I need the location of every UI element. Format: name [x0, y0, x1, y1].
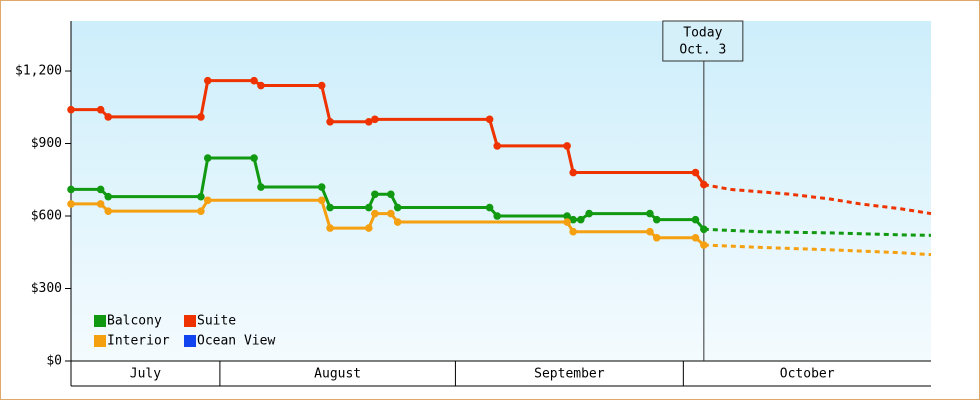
x-tick-label: September — [534, 367, 605, 382]
point — [96, 200, 105, 208]
point — [585, 209, 593, 218]
forecast-line — [703, 243, 932, 257]
legend-swatch — [94, 315, 106, 327]
point — [576, 215, 585, 224]
point — [563, 218, 571, 226]
point — [646, 209, 654, 218]
point — [387, 190, 395, 199]
point — [96, 185, 105, 194]
legend-label: Balcony — [107, 314, 162, 329]
point — [104, 207, 113, 215]
x-tick-label: July — [130, 367, 161, 382]
y-tick-label: $900 — [31, 136, 62, 151]
y-tick-label: $300 — [31, 281, 62, 296]
point — [250, 154, 258, 162]
point — [371, 209, 379, 218]
point — [257, 183, 265, 191]
point — [652, 215, 661, 224]
point — [393, 203, 402, 212]
point — [326, 224, 334, 232]
today-label: Today — [683, 26, 722, 41]
point — [646, 227, 654, 236]
point — [326, 203, 334, 212]
point — [569, 215, 577, 224]
y-tick-label: $600 — [31, 209, 62, 224]
point — [250, 76, 258, 85]
point — [365, 117, 373, 126]
plot-area — [71, 21, 931, 361]
point — [203, 196, 212, 205]
point — [104, 192, 113, 201]
point — [563, 212, 571, 220]
point — [569, 168, 577, 177]
point — [691, 168, 700, 177]
x-tick-label: October — [780, 367, 835, 382]
point — [371, 190, 379, 199]
point — [67, 200, 75, 208]
point — [485, 203, 494, 212]
point — [485, 115, 494, 124]
point — [563, 142, 571, 150]
point — [67, 185, 75, 194]
point — [317, 196, 326, 205]
point — [257, 81, 265, 90]
point — [96, 105, 105, 114]
today-date: Oct. 3 — [679, 43, 726, 58]
point — [393, 218, 402, 226]
legend-label: Interior — [107, 334, 170, 349]
y-tick-label: $1,200 — [15, 64, 62, 79]
legend-label: Ocean View — [197, 334, 275, 349]
point — [203, 76, 212, 85]
point — [569, 227, 577, 236]
legend-swatch — [94, 335, 106, 347]
point — [197, 113, 205, 121]
legend-swatch — [184, 315, 196, 327]
point — [67, 105, 75, 114]
forecast-line — [703, 183, 932, 216]
point — [691, 233, 700, 242]
point — [317, 183, 326, 191]
point — [387, 209, 395, 218]
point — [371, 115, 379, 124]
point — [365, 203, 373, 212]
point — [365, 224, 373, 232]
y-tick-label: $0 — [46, 354, 62, 369]
point — [691, 215, 700, 224]
point — [493, 212, 502, 220]
legend-label: Suite — [197, 314, 236, 329]
point — [326, 117, 334, 126]
forecast-line — [703, 227, 932, 237]
point — [493, 142, 502, 150]
point — [652, 233, 661, 242]
point — [104, 113, 113, 121]
today-box — [662, 20, 744, 62]
point — [203, 154, 212, 162]
legend-swatch — [184, 335, 196, 347]
point — [197, 207, 205, 215]
x-tick-label: August — [314, 367, 361, 382]
point — [197, 192, 205, 201]
point — [317, 81, 326, 90]
